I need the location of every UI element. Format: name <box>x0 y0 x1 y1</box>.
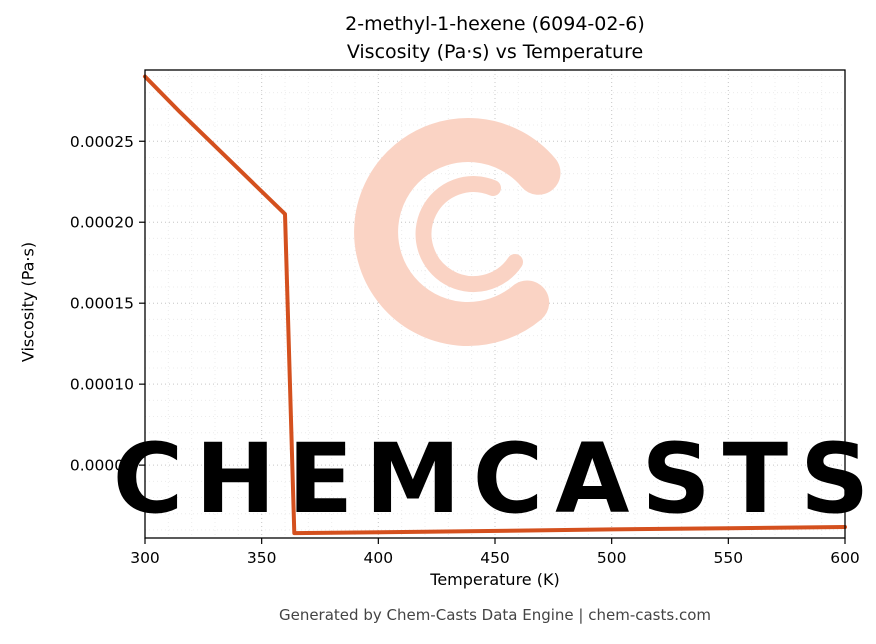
y-tick-label: 0.00020 <box>70 214 134 232</box>
x-tick-label: 450 <box>480 549 510 567</box>
y-tick-label: 0.00005 <box>70 457 134 475</box>
y-tick-label: 0.00015 <box>70 295 134 313</box>
watermark-text: CHEMCASTS <box>113 423 876 535</box>
watermark-logo-swirl-icon <box>415 176 523 292</box>
y-tick-label: 0.00010 <box>70 376 134 394</box>
watermark-logo-icon <box>354 118 561 346</box>
watermark: CHEMCASTS <box>113 118 876 535</box>
y-axis-label: Viscosity (Pa·s) <box>18 241 38 363</box>
x-tick-label: 350 <box>247 549 277 567</box>
x-tick-label: 300 <box>130 549 160 567</box>
x-axis-label: Temperature (K) <box>430 570 560 589</box>
chart-title-line1: 2-methyl-1-hexene (6094-02-6) <box>345 13 645 35</box>
x-tick-label: 550 <box>714 549 744 567</box>
y-tick-label: 0.00025 <box>70 133 134 151</box>
series-line <box>143 74 847 536</box>
axis-ticks: 300 350 400 450 500 550 600 0.00005 0.00010 0.000… <box>70 133 860 567</box>
footer-credit: Generated by Chem-Casts Data Engine | ch… <box>278 606 712 624</box>
x-tick-label: 600 <box>830 549 860 567</box>
x-tick-label: 400 <box>364 549 394 567</box>
x-tick-label: 500 <box>597 549 627 567</box>
chart-title: 2-methyl-1-hexene (6094-02-6) Viscosity … <box>145 10 845 66</box>
grid-major <box>144 70 846 538</box>
chart-title-line2: Viscosity (Pa·s) vs Temperature <box>346 41 644 63</box>
